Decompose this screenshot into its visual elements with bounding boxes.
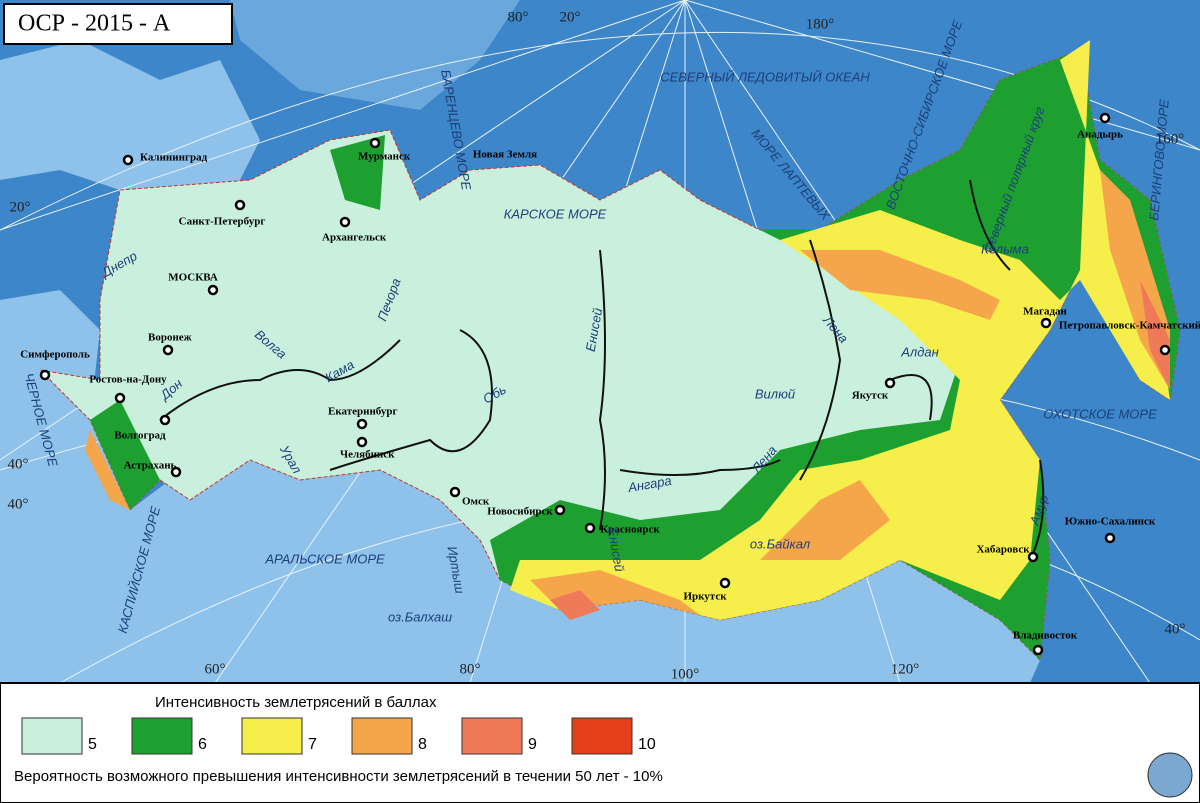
city-label: Омск (462, 496, 490, 508)
river-label: Алдан (900, 344, 939, 359)
city-marker (1104, 532, 1116, 544)
logo (1147, 752, 1193, 798)
water-label: АРАЛЬСКОЕ МОРЕ (264, 551, 385, 566)
city-marker (884, 377, 896, 389)
city-label: Санкт-Петербург (179, 216, 266, 228)
river-label: Колыма (981, 241, 1029, 256)
legend-swatch (241, 717, 303, 755)
coordinate-label: 100° (671, 666, 700, 682)
zone-6-caucasus (90, 400, 160, 510)
legend-swatch (571, 717, 633, 755)
city-marker (554, 504, 566, 516)
city-marker (122, 154, 134, 166)
coordinate-label: 20° (10, 199, 31, 215)
city-label: Ростов-на-Дону (89, 374, 167, 386)
city-label: Мурманск (358, 151, 411, 163)
arctic-shelf (230, 0, 520, 110)
legend-swatch (461, 717, 523, 755)
zone-8-baikal (760, 480, 890, 560)
legend-value: 5 (88, 736, 97, 753)
city-marker (1032, 644, 1044, 656)
legend-swatch (131, 717, 193, 755)
zone-8-caucasus (85, 430, 130, 510)
coordinate-label: 40° (8, 496, 29, 512)
map-title: ОСР - 2015 - А (18, 11, 171, 37)
city-label: Екатеринбург (328, 406, 398, 418)
city-label: Калининград (140, 152, 208, 164)
legend-value: 7 (308, 736, 317, 753)
city-label: Челябинск (340, 449, 395, 461)
legend-value: 8 (418, 736, 427, 753)
coordinate-label: 60° (205, 661, 226, 677)
legend-swatch (351, 717, 413, 755)
coordinate-label: 40° (1165, 621, 1186, 637)
coordinate-label: 120° (891, 661, 920, 677)
city-label: Волгоград (114, 430, 166, 442)
city-label: Хабаровск (976, 544, 1030, 556)
legend-value: 10 (638, 736, 656, 753)
city-marker (162, 344, 174, 356)
city-marker (170, 466, 182, 478)
neighbour-land (0, 290, 1040, 683)
city-marker (356, 436, 368, 448)
island-label: Новая Земля (473, 149, 537, 161)
city-marker (369, 137, 381, 149)
rivers (159, 179, 1045, 561)
city-marker (449, 486, 461, 498)
water-label: КАРСКОЕ МОРЕ (504, 206, 607, 221)
city-label: Якутск (852, 390, 889, 402)
zone-9-altai (550, 590, 600, 620)
river-label: Вилюй (755, 386, 795, 401)
city-label: Воронеж (148, 332, 192, 344)
city-marker (1159, 344, 1171, 356)
coordinate-label: 160° (1156, 131, 1185, 147)
legend-items: 5 6 7 8 9 10 (21, 717, 656, 755)
city-label: Астрахань (124, 460, 177, 472)
city-label: Иркутск (683, 591, 727, 603)
coordinate-label: 80° (460, 661, 481, 677)
city-marker (1027, 551, 1039, 563)
city-marker (719, 577, 731, 589)
city-marker (159, 414, 171, 426)
coordinate-label: 180° (806, 16, 835, 32)
city-label: Архангельск (322, 232, 387, 244)
city-marker (339, 216, 351, 228)
city-marker (114, 392, 126, 404)
zone-6-kola (330, 135, 385, 210)
coordinate-label: 20° (560, 9, 581, 25)
zone-7 (510, 40, 1170, 620)
title-box (3, 3, 233, 45)
legend-value: 9 (528, 736, 537, 753)
water-label: СЕВЕРНЫЙ ЛЕДОВИТЫЙ ОКЕАН (660, 68, 870, 84)
water-label: ОХОТСКОЕ МОРЕ (1043, 406, 1157, 421)
city-label: Новосибирск (487, 506, 553, 518)
city-marker (584, 522, 596, 534)
city-label: Владивосток (1013, 630, 1078, 642)
city-marker (39, 369, 51, 381)
legend-swatch (21, 717, 83, 755)
water-label: оз.Балхаш (388, 609, 452, 624)
city-marker (1040, 317, 1052, 329)
city-label: Магадан (1023, 306, 1067, 318)
scandinavia (0, 40, 260, 200)
city-label: Петропавловск-Камчатский (1059, 320, 1200, 332)
city-marker (1099, 112, 1111, 124)
zone-9-kamchatka (1140, 280, 1170, 390)
legend-title: Интенсивность землетрясений в баллах (155, 694, 437, 711)
city-label: Южно-Сахалинск (1065, 516, 1156, 528)
water-label: оз.Байкал (750, 536, 811, 551)
city-marker (234, 199, 246, 211)
coordinate-label: 40° (8, 456, 29, 472)
city-label: Симферополь (20, 349, 90, 361)
city-label: Красноярск (600, 524, 660, 536)
coordinate-label: 80° (508, 9, 529, 25)
city-marker (207, 284, 219, 296)
legend-note: Вероятность возможного превышения интенс… (14, 768, 663, 785)
city-marker (356, 418, 368, 430)
city-label: МОСКВА (168, 272, 218, 284)
zone-8-north (800, 250, 1000, 320)
city-label: Анадырь (1077, 129, 1123, 141)
legend-value: 6 (198, 736, 207, 753)
